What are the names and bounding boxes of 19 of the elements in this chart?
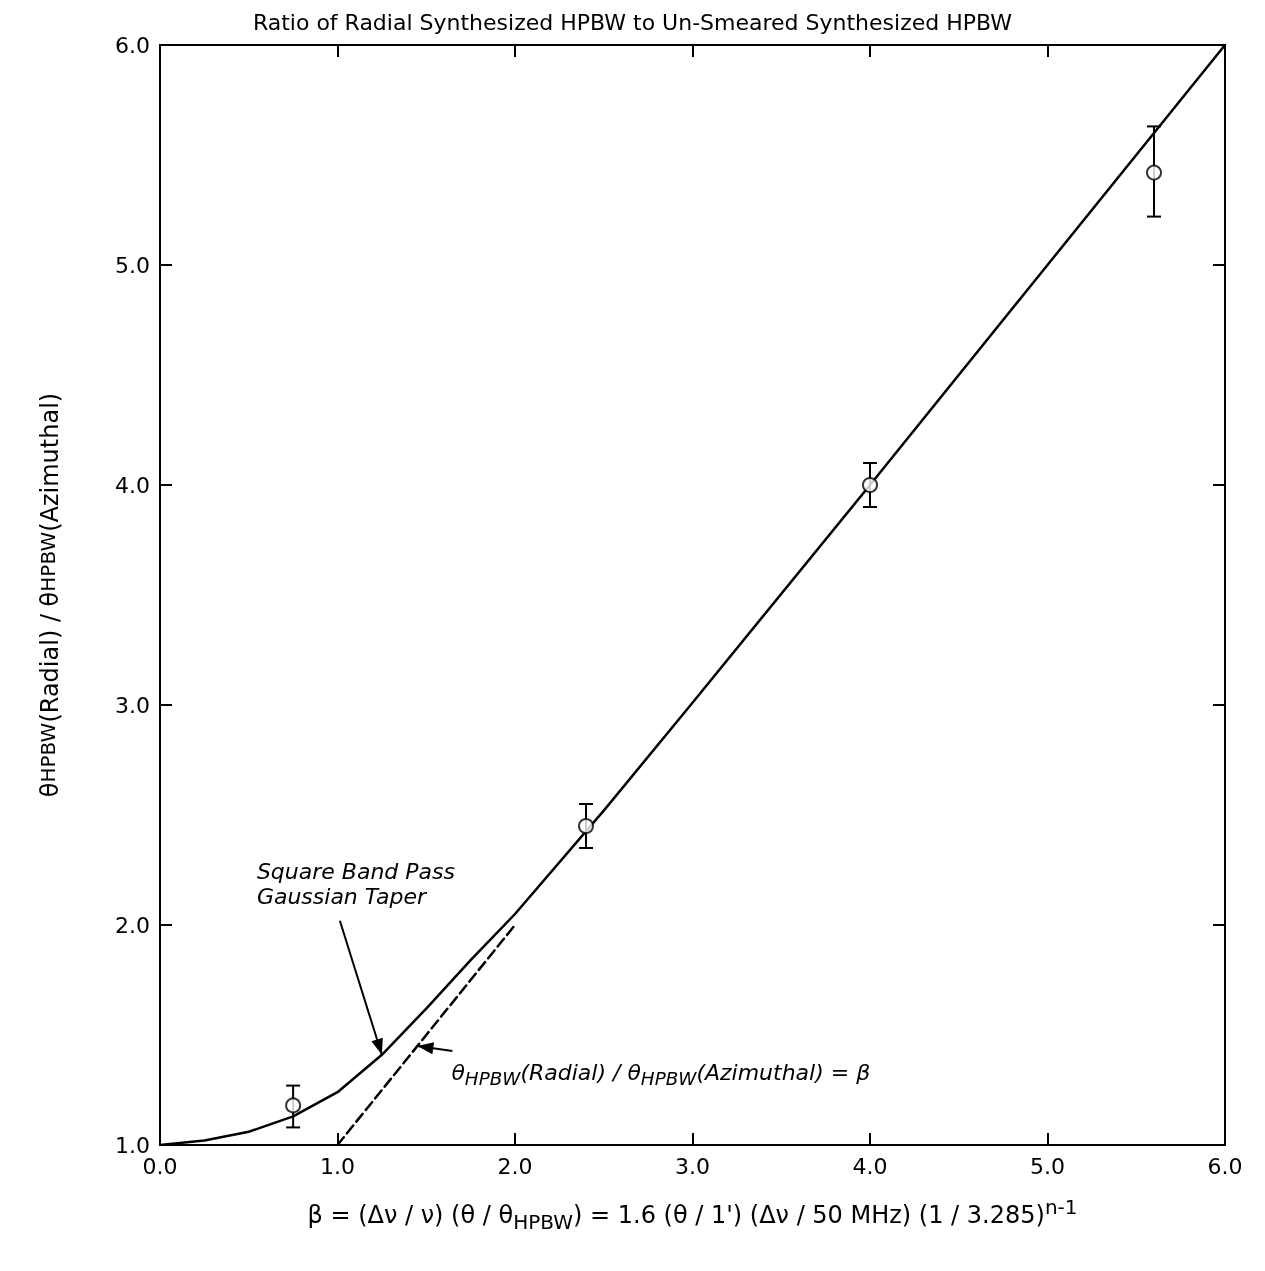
x-tick-label: 6.0 — [1207, 1153, 1243, 1179]
y-tick-label: 2.0 — [115, 912, 150, 938]
point — [285, 1097, 302, 1114]
point — [578, 818, 594, 834]
y-tick-label: 4.0 — [115, 472, 150, 498]
point — [862, 477, 878, 493]
x-tick-label: 1.0 — [320, 1153, 355, 1179]
x-tick-label: 3.0 — [675, 1153, 710, 1179]
x-axis-title: β = (Δν / ν) (θ / θ$_{HPBW}$) = 1.6 (θ / 1') (Δν / 50 MHz) (1 / 3.285)$^{n-1}$ — [306, 1195, 1079, 1234]
y-tick-label: 3.0 — [115, 692, 150, 718]
y-tick-label: 6.0 — [115, 32, 150, 58]
annotation: Square Band Pass Gaussian Taper — [254, 856, 457, 911]
y-tick-label: 5.0 — [115, 252, 150, 278]
point — [1146, 164, 1162, 181]
chart-title: Ratio of Radial Synthesized HPBW to Un-Smeared Synthesized HPBW — [252, 9, 1013, 35]
x-tick-label: 5.0 — [1030, 1153, 1065, 1179]
annotation: θ$_{HPBW}$(Radial) / θ$_{HPBW}$(Azimuthal) = β — [449, 1058, 873, 1092]
x-tick-label: 4.0 — [852, 1153, 888, 1179]
x-tick-label: 2.0 — [497, 1153, 533, 1179]
